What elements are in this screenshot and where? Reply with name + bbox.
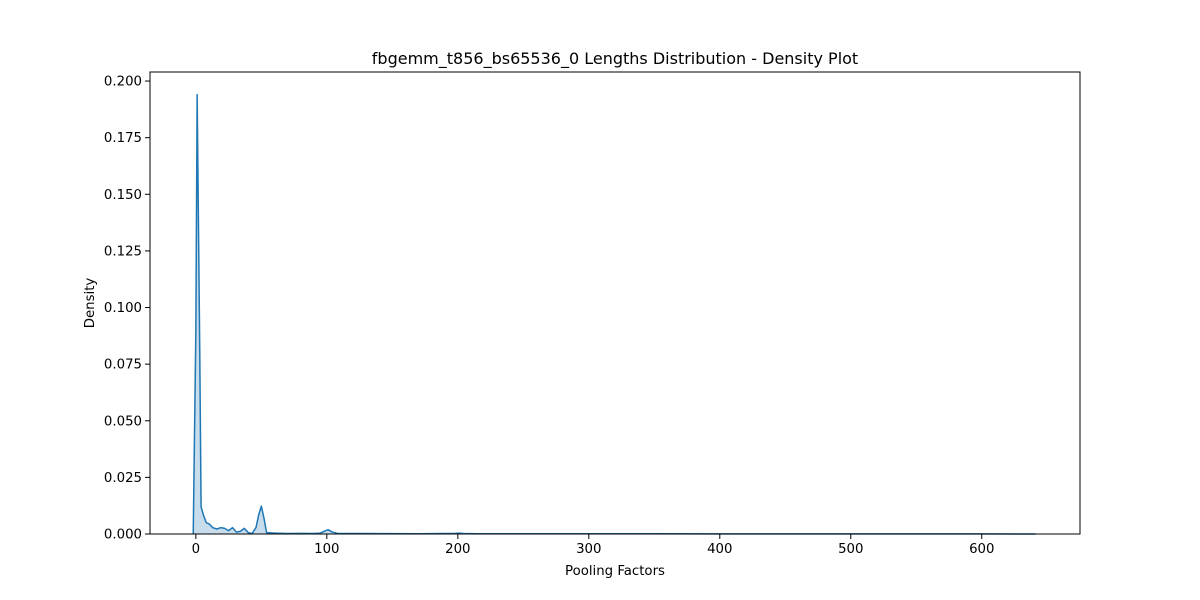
y-tick-label: 0.025 — [104, 471, 142, 486]
y-tick-label: 0.075 — [104, 358, 142, 373]
x-tick-label: 100 — [314, 542, 339, 557]
y-axis-ticks: 0.000 0.025 0.050 0.075 0.100 0.125 0.150 0.175… — [104, 75, 150, 543]
x-axis-label: Pooling Factors — [565, 564, 665, 579]
y-tick-label: 0.175 — [104, 131, 142, 146]
x-tick-label: 500 — [838, 542, 863, 557]
x-tick-label: 600 — [969, 542, 994, 557]
y-tick-label: 0.100 — [104, 301, 142, 316]
y-tick-label: 0.150 — [104, 188, 142, 203]
y-axis-label: Density — [83, 278, 98, 329]
x-tick-label: 0 — [192, 542, 200, 557]
plot-frame — [149, 71, 1081, 535]
y-tick-label: 0.000 — [104, 528, 142, 543]
y-tick-label: 0.050 — [104, 414, 142, 429]
x-tick-label: 300 — [576, 542, 601, 557]
chart-title: fbgemm_t856_bs65536_0 Lengths Distributi… — [372, 49, 858, 69]
x-tick-label: 200 — [445, 542, 470, 557]
x-axis-ticks: 0 100 200 300 400 500 600 — [192, 534, 994, 557]
y-tick-label: 0.125 — [104, 244, 142, 259]
x-tick-label: 400 — [707, 542, 732, 557]
y-tick-label: 0.200 — [104, 75, 142, 90]
